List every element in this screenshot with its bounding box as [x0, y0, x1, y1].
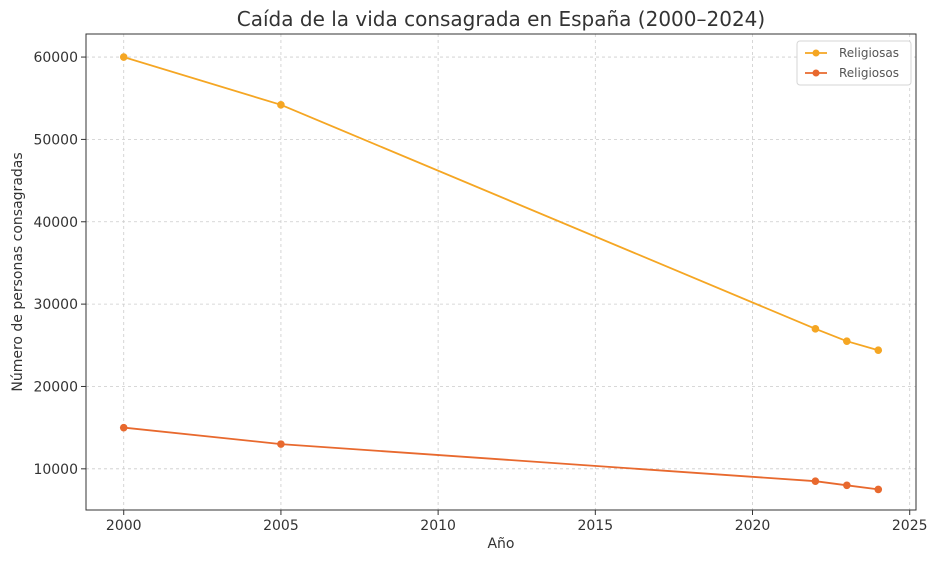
x-tick-label: 2010	[420, 518, 456, 534]
data-point	[277, 440, 285, 448]
legend-marker	[812, 69, 820, 77]
grid	[86, 34, 916, 510]
x-tick-label: 2005	[263, 518, 299, 534]
x-tick-label: 2000	[106, 518, 142, 534]
x-tick-label: 2025	[892, 518, 928, 534]
data-point	[277, 101, 285, 109]
legend: Religiosas Religiosos	[796, 40, 912, 86]
y-tick-label: 10000	[33, 462, 78, 478]
data-point	[119, 53, 128, 61]
series-layer	[119, 53, 883, 494]
y-axis-label: Número de personas consagradas	[10, 152, 26, 391]
y-tick-label: 60000	[33, 50, 78, 66]
chart-title: Caída de la vida consagrada en España (2…	[237, 7, 765, 31]
tick-labels: 2000 2005 2010 2015 2020 2025 10000 20000 30000 4…	[33, 50, 927, 534]
series-line	[123, 56, 879, 352]
legend-label: Religiosas	[839, 46, 899, 60]
data-point	[811, 325, 820, 333]
x-axis-label: Año	[487, 536, 514, 552]
data-point	[119, 423, 128, 432]
x-tick-label: 2015	[577, 518, 613, 534]
y-tick-label: 40000	[33, 215, 78, 231]
x-tick-label: 2020	[735, 518, 771, 534]
legend-box	[796, 40, 912, 86]
data-point	[811, 477, 820, 485]
data-point	[874, 485, 883, 494]
y-tick-label: 20000	[33, 379, 78, 395]
y-tick-label: 50000	[33, 132, 78, 148]
y-tick-label: 30000	[33, 297, 78, 313]
series-line	[123, 426, 879, 491]
data-point	[843, 481, 851, 490]
plot-frame	[85, 33, 917, 511]
data-point	[843, 337, 851, 345]
legend-marker	[812, 49, 820, 57]
data-point	[874, 346, 883, 355]
legend-label: Religiosos	[839, 66, 899, 80]
